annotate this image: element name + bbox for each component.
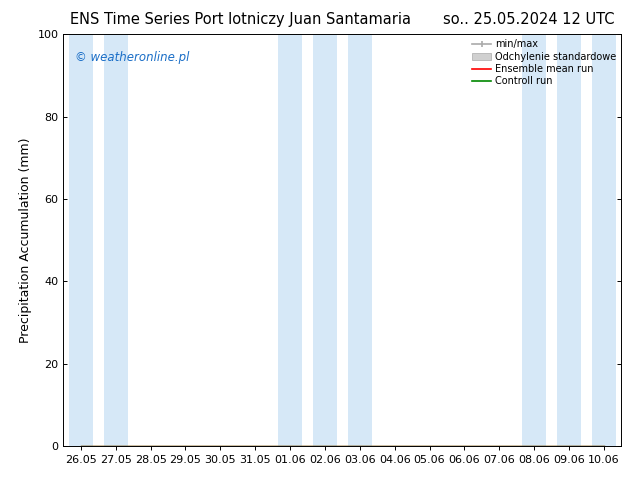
Bar <box>347 34 372 446</box>
Bar <box>592 34 616 446</box>
Y-axis label: Precipitation Accumulation (mm): Precipitation Accumulation (mm) <box>19 137 32 343</box>
Bar <box>68 34 93 446</box>
Bar <box>103 34 128 446</box>
Bar <box>313 34 337 446</box>
Text: ENS Time Series Port lotniczy Juan Santamaria: ENS Time Series Port lotniczy Juan Santa… <box>70 12 411 27</box>
Bar <box>522 34 547 446</box>
Bar <box>557 34 581 446</box>
Bar <box>278 34 302 446</box>
Legend: min/max, Odchylenie standardowe, Ensemble mean run, Controll run: min/max, Odchylenie standardowe, Ensembl… <box>470 37 618 88</box>
Text: so.. 25.05.2024 12 UTC: so.. 25.05.2024 12 UTC <box>443 12 615 27</box>
Text: © weatheronline.pl: © weatheronline.pl <box>75 51 189 64</box>
